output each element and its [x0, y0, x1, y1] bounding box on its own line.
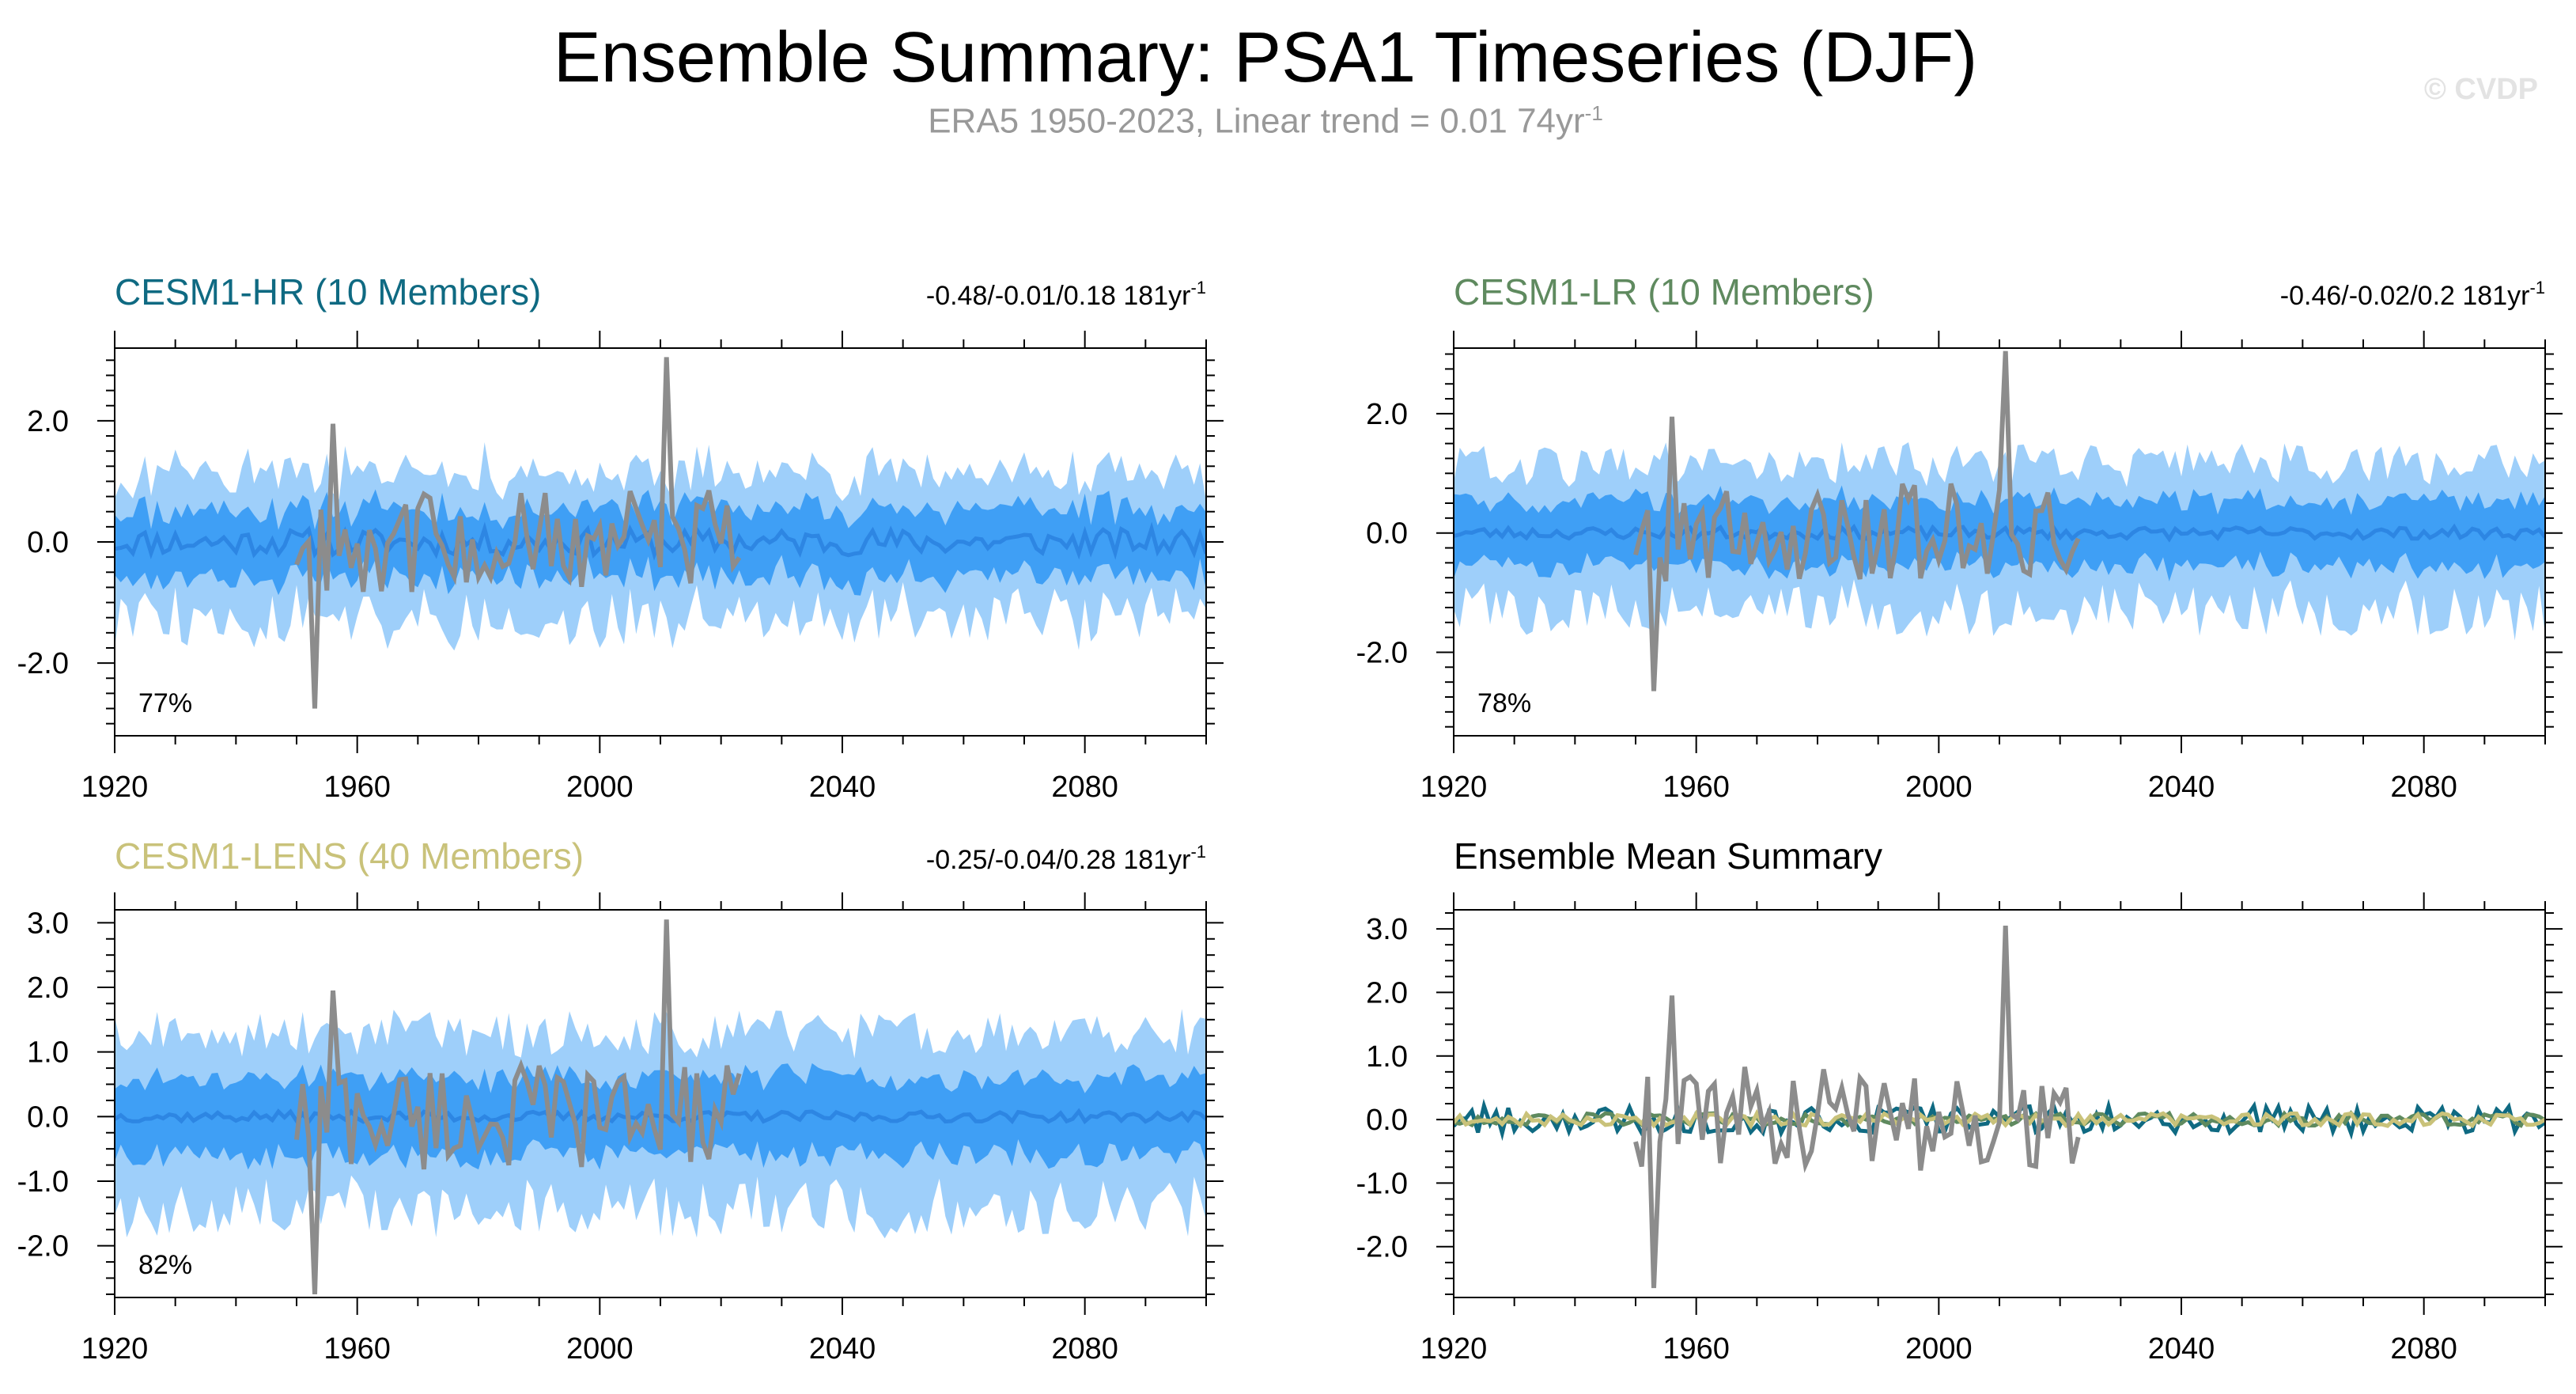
y-tick-label: 3.0 — [27, 907, 69, 940]
panel-title: CESM1-HR (10 Members) — [115, 271, 541, 313]
percent-label: 78% — [1477, 688, 1531, 718]
panel-top-left: 1920 1960 2000 2040 2080 -2.0 0.0 2.0 CESM1-HR (… — [17, 271, 1224, 804]
observed-line — [1633, 350, 2081, 691]
observed-line — [294, 919, 742, 1295]
trend-text: -0.46/-0.02/0.2 181yr — [2280, 281, 2530, 311]
x-tick-label: 1920 — [81, 1332, 149, 1366]
y-tick-label: -1.0 — [17, 1165, 69, 1199]
observed-line — [294, 357, 742, 709]
ensemble-mean-line — [1454, 523, 2545, 543]
panel-title: Ensemble Mean Summary — [1454, 835, 1882, 877]
x-tick-label: 2080 — [1051, 1332, 1118, 1366]
x-tick-label: 2040 — [2148, 1332, 2215, 1366]
plot-area — [1454, 926, 2545, 1289]
y-tick-label: 3.0 — [1366, 913, 1408, 946]
x-tick-label: 1960 — [323, 771, 391, 804]
subtitle-superscript: -1 — [1584, 101, 1603, 125]
y-tick-label: 2.0 — [1366, 398, 1408, 431]
y-tick-label: 0.0 — [1366, 1104, 1408, 1137]
x-tick-label: 2040 — [2148, 771, 2215, 804]
x-tick-label: 2080 — [2390, 1332, 2457, 1366]
x-tick-label: 2040 — [809, 771, 876, 804]
trend-label: -0.46/-0.02/0.2 181yr-1 — [2280, 278, 2545, 311]
y-tick-label: 1.0 — [1366, 1040, 1408, 1074]
x-tick-label: 2000 — [1905, 1332, 1973, 1366]
y-tick-label: -1.0 — [1356, 1167, 1408, 1200]
x-tick-label: 2000 — [1905, 771, 1973, 804]
x-tick-label: 2040 — [809, 1332, 876, 1366]
y-tick-label: 2.0 — [1366, 976, 1408, 1010]
panel-title: CESM1-LR (10 Members) — [1454, 271, 1874, 313]
watermark: © CVDP — [2423, 73, 2538, 106]
trend-superscript: -1 — [2529, 278, 2545, 297]
y-tick-label: 0.0 — [1366, 517, 1408, 551]
percent-label: 82% — [138, 1250, 192, 1280]
x-tick-label: 1960 — [1662, 771, 1730, 804]
y-tick-label: 0.0 — [27, 1100, 69, 1134]
plot-area — [115, 919, 1206, 1295]
trend-superscript: -1 — [1190, 278, 1206, 297]
trend-text: -0.48/-0.01/0.18 181yr — [926, 281, 1191, 311]
y-tick-label: 1.0 — [27, 1036, 69, 1070]
x-tick-label: 2080 — [2390, 771, 2457, 804]
panel-bottom-right: 1920 1960 2000 2040 2080 -2.0 -1.0 0.0 1.0 2.0 3.0… — [1356, 835, 2563, 1366]
x-tick-label: 1960 — [1662, 1332, 1730, 1366]
panel-top-right: 1920 1960 2000 2040 2080 -2.0 0.0 2.0 CESM1-LR (… — [1356, 271, 2563, 804]
x-tick-label: 1920 — [81, 771, 149, 804]
trend-text: -0.25/-0.04/0.28 181yr — [926, 845, 1191, 875]
percent-label: 77% — [138, 688, 192, 718]
y-tick-label: 2.0 — [27, 972, 69, 1005]
panel-bottom-left: 1920 1960 2000 2040 2080 -2.0 -1.0 0.0 1.0 2.0 3.0… — [17, 835, 1224, 1366]
plot-area — [115, 357, 1206, 709]
x-tick-label: 2080 — [1051, 771, 1118, 804]
y-tick-label: -2.0 — [17, 1230, 69, 1263]
panel-title: CESM1-LENS (40 Members) — [115, 835, 584, 877]
trend-superscript: -1 — [1190, 842, 1206, 862]
x-tick-label: 2000 — [566, 771, 634, 804]
x-tick-label: 1920 — [1420, 771, 1488, 804]
x-tick-label: 1920 — [1420, 1332, 1488, 1366]
x-tick-label: 2000 — [566, 1332, 634, 1366]
plot-area — [1454, 350, 2545, 691]
y-tick-label: 0.0 — [27, 526, 69, 559]
page-title: Ensemble Summary: PSA1 Timeseries (DJF) — [553, 18, 1978, 97]
subtitle-text: ERA5 1950-2023, Linear trend = 0.01 74yr — [928, 101, 1585, 141]
observed-line — [1633, 926, 2081, 1289]
x-tick-label: 1960 — [323, 1332, 391, 1366]
y-tick-label: -2.0 — [17, 647, 69, 680]
y-tick-label: 2.0 — [27, 405, 69, 438]
trend-label: -0.25/-0.04/0.28 181yr-1 — [926, 842, 1206, 875]
y-tick-label: -2.0 — [1356, 636, 1408, 669]
trend-label: -0.48/-0.01/0.18 181yr-1 — [926, 278, 1206, 311]
y-tick-label: -2.0 — [1356, 1231, 1408, 1264]
page-subtitle: ERA5 1950-2023, Linear trend = 0.01 74yr… — [0, 101, 2531, 142]
